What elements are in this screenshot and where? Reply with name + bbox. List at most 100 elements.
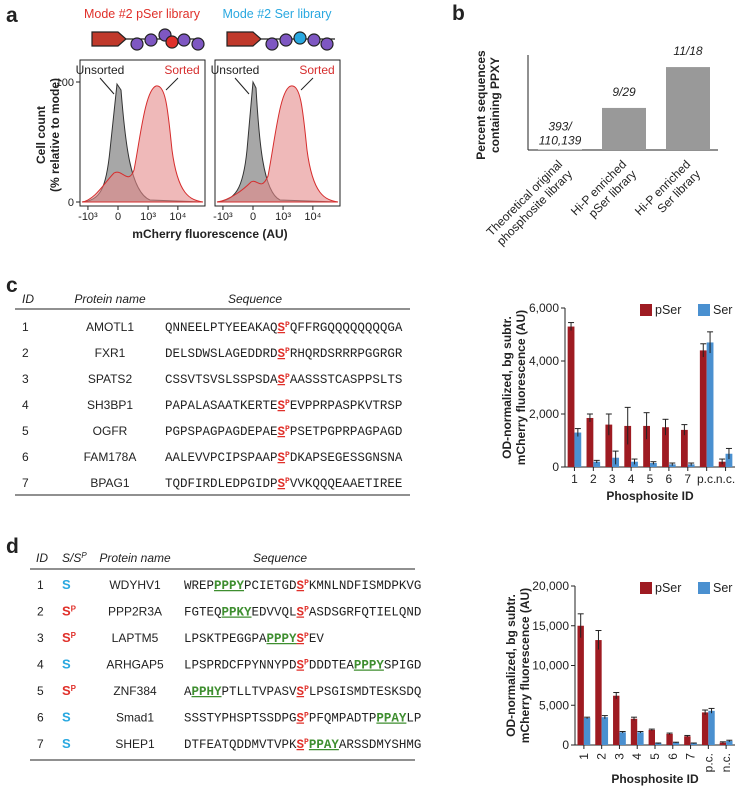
y-axis-title: Percent sequencescontaining PPXY — [474, 50, 502, 160]
site-letter: S — [62, 630, 71, 645]
legend-swatch — [640, 304, 652, 316]
histogram-2 — [217, 82, 338, 202]
site-letter: S — [62, 577, 71, 592]
row-id: 2 — [22, 346, 29, 360]
row-id: 4 — [37, 658, 44, 672]
bar — [595, 640, 601, 745]
panel-label: d — [6, 535, 19, 558]
bar — [568, 327, 575, 467]
sequence-part: DKAPSEGESSGNSNA — [290, 451, 403, 465]
bar — [649, 730, 655, 745]
bar — [637, 732, 643, 745]
sequence-part: SPIGD — [384, 659, 422, 673]
sequence-part: EV — [309, 632, 325, 646]
y-tick-label: 0 — [562, 738, 569, 752]
site-type: S — [62, 577, 71, 592]
bar — [702, 712, 708, 745]
sequence-part: AALEVVPCIPSPAAP — [165, 451, 278, 465]
x-tick-label: Hi-P enrichedSer library — [632, 157, 703, 228]
sequence-part: EVPPRPASPKVTRSP — [290, 399, 403, 413]
motif: PPPY — [267, 632, 298, 646]
sequence: FGTEQPPKYEDVVQLSPASDSGRFQTIELQND — [184, 605, 421, 620]
legend-swatch — [640, 582, 652, 594]
schematic — [92, 29, 335, 50]
sequence-part: LPSGISMDTESKSDQ — [309, 685, 422, 699]
sequence-part: PSETPGPRPAGPAGD — [290, 425, 403, 439]
protein-name: ZNF384 — [113, 684, 157, 698]
row-id: 2 — [37, 605, 44, 619]
arrows — [100, 78, 313, 94]
protein-name: ARHGAP5 — [106, 658, 164, 672]
y-tick-label: 4,000 — [529, 354, 559, 368]
sequence-part: PFQMPADTP — [309, 712, 377, 726]
y-tick-label: 0 — [68, 197, 74, 209]
sequence: AALEVVPCIPSPAAPSPDKAPSEGESSGNSNA — [165, 451, 403, 466]
superscript: P — [71, 604, 77, 613]
sequence: CSSVTSVSLSSPSDASPAASSSTCASPPSLTS — [165, 373, 402, 388]
sequence-part: KMNLNDFISMDPKVG — [309, 579, 422, 593]
legend-label: Ser — [713, 581, 732, 595]
sequence-part: LPSKTPEGGPA — [184, 632, 267, 646]
protein-name: LAPTM5 — [112, 631, 159, 645]
sequence-part: ARSSDMYSHMG — [339, 738, 422, 752]
x-tick-label: 3 — [612, 753, 626, 760]
sequence: APPHYPTLLTVPASVSPLPSGISMDTESKSDQ — [184, 685, 421, 700]
motif: PPKY — [222, 606, 253, 620]
sequence-part: PAPALASAATKERTE — [165, 399, 278, 413]
row-id: 4 — [22, 398, 29, 412]
panel-label: b — [452, 2, 465, 25]
protein-name: BPAG1 — [90, 476, 129, 490]
annotation: Sorted — [164, 63, 199, 77]
protein-name: FXR1 — [95, 346, 126, 360]
x-tick-label: 0 — [115, 211, 121, 223]
bar — [631, 719, 637, 745]
site-letter: S — [62, 683, 71, 698]
bar — [666, 734, 672, 745]
x-tick-label: 2 — [590, 472, 597, 486]
sequence: DELSDWSLAGEDDRDSPRHQRDSRRRPGGRGR — [165, 347, 403, 362]
site-type: SP — [62, 683, 77, 698]
bar — [577, 626, 583, 745]
sequence-part: LPSPRDCFPYNNYPD — [184, 659, 297, 673]
sequence-part: PGPSPAGPAGDEPAE — [165, 425, 278, 439]
column-header: Protein name — [74, 292, 146, 306]
row-id: 3 — [22, 372, 29, 386]
sequence-part: VVKQQQEAAETIREE — [290, 477, 403, 491]
protein-name: OGFR — [93, 424, 128, 438]
y-tick-label: 0 — [552, 460, 559, 474]
sequence-part: PCIETGD — [244, 579, 297, 593]
legend-label: pSer — [655, 303, 681, 317]
protein-name: SPATS2 — [88, 372, 133, 386]
protein-name: WDYHV1 — [109, 578, 161, 592]
x-tick-label: p.c. — [701, 753, 715, 772]
legend-swatch — [698, 582, 710, 594]
x-axis-title: Phosphosite ID — [606, 489, 694, 503]
column-header: ID — [36, 551, 48, 565]
x-tick-label: n.c. — [719, 753, 733, 772]
motif: PPAY — [376, 712, 407, 726]
x-tick-label: -10³ — [78, 211, 98, 223]
x-tick-label: 5 — [648, 753, 662, 760]
x-tick-label: 5 — [647, 472, 654, 486]
protein-name: FAM178A — [84, 450, 137, 464]
value-label: 11/18 — [673, 44, 702, 58]
y-tick-label: 5,000 — [539, 698, 569, 712]
row-id: 7 — [22, 476, 29, 490]
x-tick-label: 6 — [666, 472, 673, 486]
sequence: WREPPPPYPCIETGDSPKMNLNDFISMDPKVG — [184, 579, 421, 594]
site-letter: S — [62, 736, 71, 751]
sequence-part: ASDSGRFQTIELQND — [309, 606, 422, 620]
site-type: SP — [62, 604, 77, 619]
x-tick-label: 3 — [609, 472, 616, 486]
annotation: Sorted — [299, 63, 334, 77]
sequence: TQDFIRDLEDPGIDPSPVVKQQQEAAETIREE — [165, 477, 402, 492]
bar — [684, 736, 690, 745]
row-id: 5 — [37, 684, 44, 698]
y-tick-label: 6,000 — [529, 301, 559, 315]
sequence-part: SSSTYPHSPTSSDPG — [184, 712, 297, 726]
protein-name: SH3BP1 — [87, 398, 133, 412]
x-tick-label: 4 — [628, 472, 635, 486]
sequence-part: PTLLTVPASV — [222, 685, 298, 699]
protein-name: PPP2R3A — [108, 605, 162, 619]
sequence-part: DDDTEA — [309, 659, 355, 673]
